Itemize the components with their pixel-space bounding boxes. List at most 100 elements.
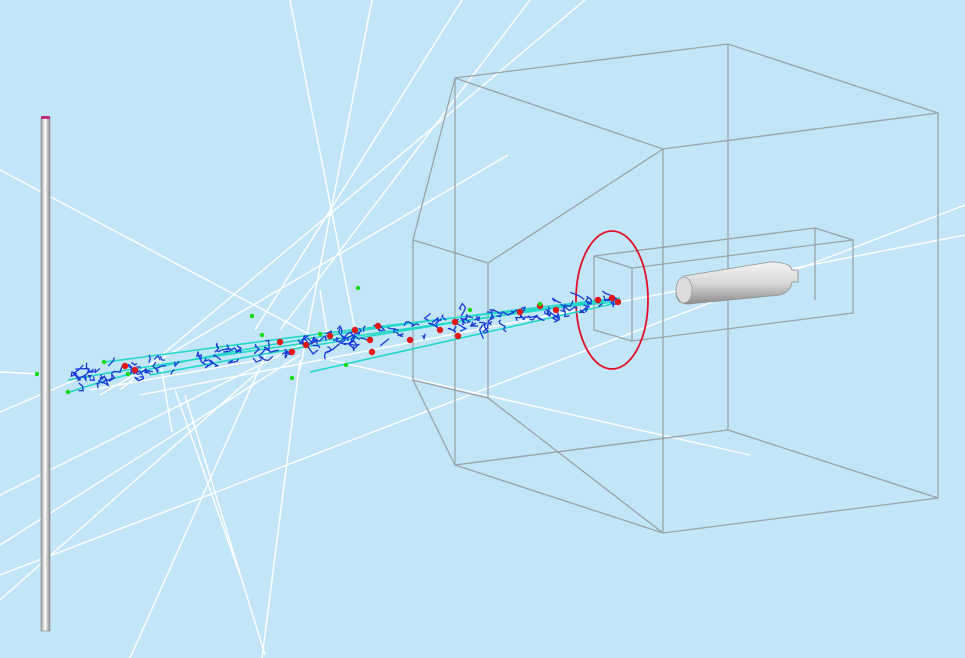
ray-line: [0, 377, 81, 413]
shower-track: [173, 360, 180, 368]
shower-track: [82, 375, 87, 383]
red-calorimeter-ring: [575, 230, 649, 370]
green-hit: [249, 313, 255, 319]
shower-track: [301, 335, 311, 341]
shower-track: [96, 375, 107, 389]
red-hit: [454, 332, 462, 340]
ray-line: [0, 329, 331, 496]
particle-hits: [34, 285, 622, 395]
ray-line: [89, 359, 261, 391]
shower-track: [210, 359, 220, 368]
shower-track: [396, 332, 404, 338]
shower-track: [578, 305, 589, 313]
shower-track: [489, 308, 502, 314]
green-hit: [343, 362, 349, 368]
shower-track: [134, 367, 147, 376]
shower-track: [362, 325, 366, 332]
shower-track: [584, 297, 592, 305]
front-shield-edge: [487, 148, 664, 264]
red-hit: [351, 326, 359, 334]
ray-line: [329, 359, 751, 456]
shower-track: [560, 303, 578, 312]
shower-track: [562, 300, 574, 311]
ray-line: [174, 389, 241, 576]
shower-track: [348, 334, 355, 338]
shower-track: [264, 339, 270, 352]
shower-track: [313, 335, 326, 342]
green-hit: [317, 331, 323, 337]
shower-track: [196, 351, 202, 362]
shower-track: [98, 379, 104, 384]
shower-track: [326, 343, 340, 354]
green-hit: [259, 332, 265, 338]
red-hit: [326, 332, 334, 340]
shower-track: [474, 316, 481, 321]
shower-track: [214, 342, 220, 353]
front-shield-edge: [487, 397, 664, 534]
shower-track: [324, 335, 327, 341]
ray-line: [254, 0, 463, 331]
red-hit: [451, 318, 459, 326]
red-hit: [302, 341, 310, 349]
shower-track: [498, 310, 515, 317]
green-hit: [467, 307, 473, 313]
red-hit: [368, 348, 376, 356]
ray-line: [99, 154, 509, 396]
green-hit: [289, 375, 295, 381]
shower-track: [348, 344, 356, 350]
shower-track: [102, 378, 110, 387]
shower-track: [94, 368, 101, 374]
shower-track: [332, 337, 340, 342]
shower-track: [202, 357, 210, 363]
red-hit: [374, 322, 382, 330]
shower-track: [387, 326, 399, 334]
shower-track: [227, 358, 240, 364]
shower-track: [570, 291, 585, 300]
shower-track: [70, 371, 77, 377]
shower-track: [252, 357, 263, 363]
shower-track: [87, 375, 92, 379]
shower-track: [551, 314, 559, 322]
shower-track: [379, 338, 390, 347]
shower-track: [78, 382, 84, 392]
shower-track: [583, 304, 591, 308]
red-hit: [594, 296, 602, 304]
red-hit: [366, 336, 374, 344]
shower-track: [152, 361, 159, 372]
ray-line: [139, 234, 965, 396]
shower-track: [545, 309, 552, 316]
outer-box-edge: [454, 77, 664, 150]
green-hit: [537, 301, 543, 307]
shower-track: [598, 303, 603, 308]
inner-box-edge: [631, 239, 854, 269]
green-hit: [65, 389, 71, 395]
green-hit: [125, 371, 131, 377]
red-hit: [121, 362, 129, 370]
shower-track: [447, 325, 457, 333]
shower-track: [131, 361, 138, 366]
shower-track: [356, 327, 362, 335]
shower-track: [459, 317, 472, 324]
shower-track: [253, 344, 261, 355]
shower-track: [462, 315, 474, 326]
shower-track: [479, 321, 489, 334]
shower-track: [127, 363, 134, 371]
red-hit: [436, 326, 444, 334]
red-hit: [608, 294, 616, 302]
shower-track: [487, 314, 495, 326]
shower-track: [498, 319, 507, 333]
shower-track: [336, 337, 340, 343]
shower-track: [223, 347, 242, 353]
shower-track: [312, 344, 321, 349]
shower-track: [72, 364, 84, 378]
red-hit: [406, 336, 414, 344]
shower-track: [216, 344, 230, 353]
shower-track: [307, 340, 318, 347]
shower-track: [441, 314, 447, 321]
shower-track: [423, 312, 432, 321]
shower-track: [486, 310, 493, 316]
shower-track: [89, 376, 96, 382]
shower-track: [522, 316, 531, 321]
